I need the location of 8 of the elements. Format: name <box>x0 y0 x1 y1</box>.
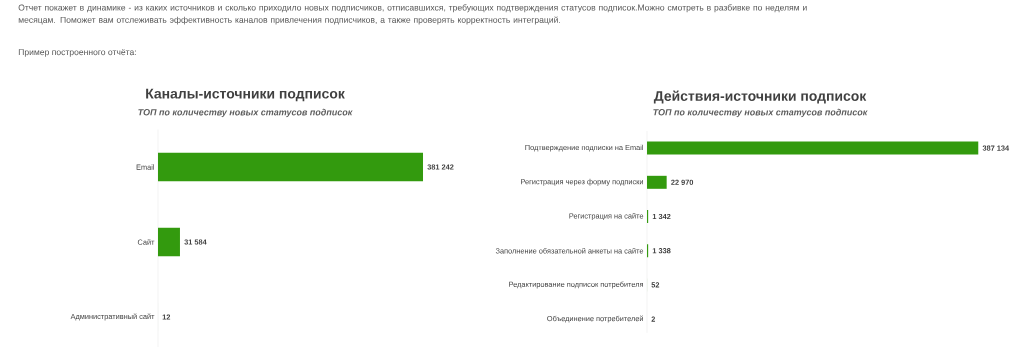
text: Отчет покажет в динамике - из каких источников и сколько приходило новых подписчиков, отписавшихся, требующих подтверждения статусов подписок.Можно смотреть в разбивке по неделям и месяцам. Поможет вам отслеживать эффективность каналов привлечения подписчиков, а также проверять корректность интеграций. <box>18 4 807 25</box>
chart-title: Каналы-источники подписок <box>146 88 345 102</box>
chart-subtitle: ТОП по количеству новых статусов подписок <box>653 108 868 118</box>
bar <box>647 141 979 155</box>
bar <box>647 175 667 189</box>
chart-title: Действия-источники подписок <box>653 90 867 104</box>
chart-subtitle: ТОП по количеству новых статусов подписок <box>138 108 353 118</box>
text: Пример построенного отчёта: <box>18 49 136 57</box>
